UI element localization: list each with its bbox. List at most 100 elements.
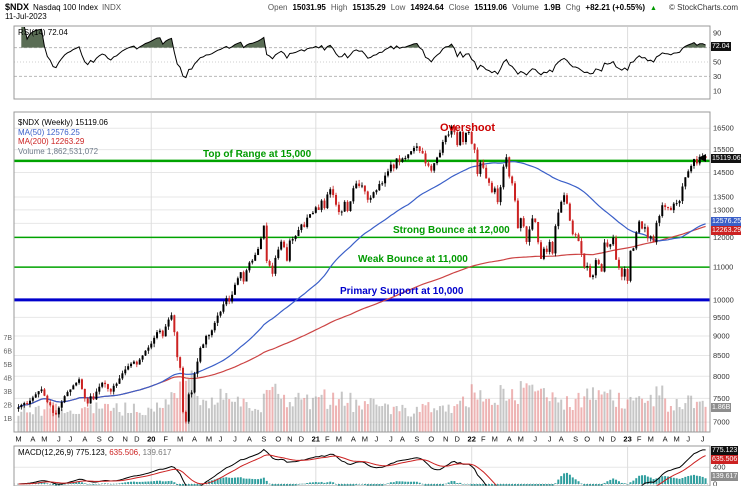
quote-volume-value: 1.9B [543, 3, 561, 12]
svg-text:N: N [599, 435, 604, 444]
quote-low-label: Low [390, 3, 406, 12]
svg-text:J: J [533, 435, 537, 444]
svg-text:22: 22 [468, 435, 476, 444]
svg-text:J: J [701, 435, 705, 444]
svg-text:M: M [674, 435, 680, 444]
svg-text:A: A [192, 435, 197, 444]
svg-text:J: J [686, 435, 690, 444]
svg-text:50: 50 [713, 58, 721, 67]
svg-text:8000: 8000 [713, 372, 730, 381]
symbol: $NDX [5, 2, 30, 12]
svg-text:M: M [41, 435, 47, 444]
svg-text:13000: 13000 [713, 205, 734, 214]
svg-text:N: N [287, 435, 292, 444]
svg-text:O: O [275, 435, 281, 444]
svg-text:A: A [30, 435, 35, 444]
quote-low-value: 14924.64 [410, 3, 444, 12]
svg-text:O: O [428, 435, 434, 444]
svg-text:M: M [648, 435, 654, 444]
svg-text:6B: 6B [3, 349, 12, 356]
svg-text:J: J [389, 435, 393, 444]
annotation-top-of-range: Top of Range at 15,000 [203, 149, 312, 160]
macd-signal-value-box: 635.506 [711, 455, 739, 464]
svg-text:D: D [455, 435, 461, 444]
quote-line: Open 15031.95 High 15135.29 Low 14924.64 Cl… [268, 3, 657, 12]
macd-value-box: 775.123 [711, 446, 739, 455]
svg-text:5B: 5B [3, 362, 12, 369]
svg-text:F: F [637, 435, 642, 444]
annotation-primary-support: Primary Support at 10,000 [340, 286, 464, 297]
close-value-box: 15119.06 [711, 154, 741, 163]
svg-text:10000: 10000 [713, 295, 734, 304]
svg-text:F: F [163, 435, 168, 444]
svg-text:11000: 11000 [713, 263, 733, 272]
svg-text:S: S [414, 435, 419, 444]
svg-text:M: M [15, 435, 21, 444]
macd-hist-label-value: 139.617 [142, 448, 172, 457]
svg-text:O: O [584, 435, 590, 444]
svg-text:J: J [219, 435, 223, 444]
macd-hist-value-box: 139.617 [711, 472, 739, 481]
svg-text:F: F [325, 435, 330, 444]
quote-high-value: 15135.29 [352, 3, 386, 12]
quote-close-label: Close [448, 3, 470, 12]
macd-indicator-label: MACD(12,26,9) 775.123, 635.506, 139.617 [18, 448, 171, 457]
svg-text:M: M [518, 435, 524, 444]
svg-text:4B: 4B [3, 376, 12, 383]
svg-text:12000: 12000 [713, 233, 734, 242]
svg-text:S: S [573, 435, 578, 444]
svg-text:16500: 16500 [713, 124, 734, 133]
svg-text:M: M [206, 435, 212, 444]
svg-text:3B: 3B [3, 389, 12, 396]
chart-header: $NDX Nasdaq 100 Index INDX Open 15031.95 … [5, 2, 738, 12]
quote-high-label: High [330, 3, 348, 12]
svg-text:14500: 14500 [713, 168, 734, 177]
svg-text:1B: 1B [3, 416, 12, 423]
quote-open-label: Open [267, 3, 288, 12]
up-arrow-icon: ▲ [650, 5, 657, 12]
rsi-indicator-label: RSI(14) 72.04 [18, 28, 68, 37]
svg-text:8500: 8500 [713, 351, 730, 360]
macd-label-name: MACD(12,26,9) [18, 448, 74, 457]
svg-text:S: S [261, 435, 266, 444]
annotation-overshoot: Overshoot [440, 122, 495, 134]
ma50-value-box: 12576.25 [711, 217, 741, 226]
svg-text:N: N [443, 435, 448, 444]
chart-generated-layers: 1650015500145001350013000125001200011000… [3, 25, 734, 486]
ma200-value-box: 12263.29 [711, 226, 741, 235]
quote-open-value: 15031.95 [292, 3, 326, 12]
legend-ma200: MA(200) 12263.29 [18, 137, 85, 146]
svg-text:A: A [559, 435, 564, 444]
svg-text:10: 10 [713, 86, 721, 95]
macd-signal-label-value: 635.506, [109, 448, 141, 457]
svg-text:J: J [548, 435, 552, 444]
svg-text:9500: 9500 [713, 313, 730, 322]
annotation-weak-bounce: Weak Bounce at 11,000 [358, 254, 468, 265]
svg-text:J: J [57, 435, 61, 444]
quote-volume-label: Volume [512, 3, 539, 12]
macd-label-value: 775.123, [75, 448, 107, 457]
copyright: © StockCharts.com [668, 3, 738, 12]
svg-text:20: 20 [147, 435, 155, 444]
svg-text:7000: 7000 [713, 418, 730, 427]
svg-text:S: S [97, 435, 102, 444]
legend-volume: Volume 1,862,531,072 [18, 146, 99, 156]
svg-text:D: D [299, 435, 305, 444]
svg-text:M: M [362, 435, 368, 444]
symbol-name: Nasdaq 100 Index [33, 3, 98, 12]
svg-text:A: A [400, 435, 405, 444]
chart-date: 11-Jul-2023 [5, 12, 47, 21]
legend-series: $NDX (Weekly) 15119.06 [18, 118, 108, 127]
svg-text:7500: 7500 [713, 394, 730, 403]
svg-text:9000: 9000 [713, 331, 730, 340]
main-legend: $NDX (Weekly) 15119.06 MA(50) 12576.25 M… [18, 118, 108, 156]
svg-text:23: 23 [623, 435, 631, 444]
legend-ma50: MA(50) 12576.25 [18, 127, 80, 137]
svg-text:D: D [610, 435, 616, 444]
svg-text:15500: 15500 [713, 145, 734, 154]
exchange-label: INDX [101, 3, 122, 12]
svg-text:90: 90 [713, 29, 721, 38]
rsi-value-box: 72.04 [711, 42, 731, 51]
